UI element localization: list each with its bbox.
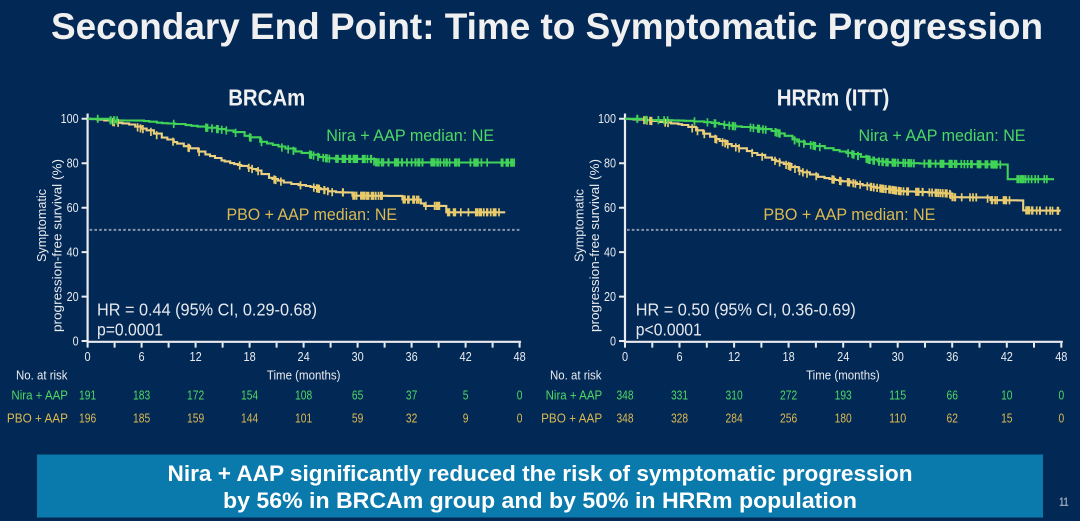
svg-text:Nira + AAP median: NE: Nira + AAP median: NE xyxy=(859,127,1026,145)
svg-text:196: 196 xyxy=(79,410,96,425)
svg-text:6: 6 xyxy=(139,349,145,364)
svg-text:331: 331 xyxy=(671,387,688,402)
svg-text:42: 42 xyxy=(1001,349,1013,364)
svg-text:193: 193 xyxy=(835,387,852,402)
svg-text:Symptomatic: Symptomatic xyxy=(571,188,586,262)
svg-text:progression-free survival (%): progression-free survival (%) xyxy=(50,159,65,332)
svg-text:32: 32 xyxy=(406,410,417,425)
svg-text:20: 20 xyxy=(67,289,79,304)
svg-text:60: 60 xyxy=(67,200,79,215)
svg-text:60: 60 xyxy=(604,200,616,215)
svg-text:48: 48 xyxy=(1055,349,1067,364)
svg-text:80: 80 xyxy=(67,156,79,171)
svg-text:284: 284 xyxy=(726,410,743,425)
svg-text:172: 172 xyxy=(187,387,204,402)
svg-text:Nira + AAP significantly reduc: Nira + AAP significantly reduced the ris… xyxy=(168,461,913,486)
svg-text:30: 30 xyxy=(892,349,904,364)
svg-text:59: 59 xyxy=(352,410,363,425)
svg-text:Nira + AAP median: NE: Nira + AAP median: NE xyxy=(326,127,494,145)
svg-text:18: 18 xyxy=(244,349,256,364)
svg-text:37: 37 xyxy=(406,387,417,402)
svg-text:110: 110 xyxy=(889,410,906,425)
svg-text:5: 5 xyxy=(463,387,469,402)
svg-text:6: 6 xyxy=(676,349,682,364)
svg-text:progression-free survival (%): progression-free survival (%) xyxy=(587,159,602,332)
svg-text:BRCAm: BRCAm xyxy=(228,85,305,111)
svg-text:No. at risk: No. at risk xyxy=(16,368,68,383)
svg-text:48: 48 xyxy=(514,349,526,364)
svg-text:256: 256 xyxy=(780,410,797,425)
svg-text:40: 40 xyxy=(67,244,79,259)
svg-text:p<0.0001: p<0.0001 xyxy=(636,320,702,340)
svg-text:80: 80 xyxy=(604,156,616,171)
svg-text:by 56% in BRCAm group and by 5: by 56% in BRCAm group and by 50% in HRRm… xyxy=(223,488,857,513)
svg-text:HRRm (ITT): HRRm (ITT) xyxy=(777,85,890,111)
svg-text:30: 30 xyxy=(352,349,364,364)
svg-text:348: 348 xyxy=(616,410,633,425)
svg-text:PBO + AAP: PBO + AAP xyxy=(7,410,68,425)
svg-text:191: 191 xyxy=(79,387,96,402)
svg-text:12: 12 xyxy=(190,349,202,364)
svg-text:36: 36 xyxy=(946,349,958,364)
svg-text:Nira + AAP: Nira + AAP xyxy=(11,387,68,402)
svg-text:0: 0 xyxy=(622,349,628,364)
svg-text:Secondary End Point: Time to S: Secondary End Point: Time to Symptomatic… xyxy=(51,5,1043,47)
svg-text:115: 115 xyxy=(889,387,906,402)
svg-text:180: 180 xyxy=(835,410,852,425)
svg-text:No. at risk: No. at risk xyxy=(550,368,602,383)
svg-text:65: 65 xyxy=(352,387,363,402)
svg-text:Nira + AAP: Nira + AAP xyxy=(546,387,603,402)
svg-text:PBO + AAP median: NE: PBO + AAP median: NE xyxy=(227,206,398,224)
svg-text:PBO + AAP median: NE: PBO + AAP median: NE xyxy=(763,206,935,224)
svg-text:101: 101 xyxy=(295,410,312,425)
svg-text:272: 272 xyxy=(780,387,797,402)
svg-text:HR = 0.44 (95% CI, 0.29-0.68): HR = 0.44 (95% CI, 0.29-0.68) xyxy=(97,300,317,320)
svg-text:Time (months): Time (months) xyxy=(267,368,341,383)
svg-text:12: 12 xyxy=(728,349,740,364)
svg-text:Time (months): Time (months) xyxy=(806,368,880,383)
svg-text:100: 100 xyxy=(61,111,79,126)
svg-text:24: 24 xyxy=(837,349,849,364)
svg-text:144: 144 xyxy=(241,410,258,425)
svg-text:0: 0 xyxy=(517,387,523,402)
svg-text:154: 154 xyxy=(241,387,258,402)
svg-text:20: 20 xyxy=(604,289,616,304)
svg-text:11: 11 xyxy=(1059,495,1068,509)
svg-text:159: 159 xyxy=(187,410,204,425)
svg-text:24: 24 xyxy=(298,349,310,364)
svg-text:183: 183 xyxy=(133,387,150,402)
svg-text:36: 36 xyxy=(406,349,418,364)
svg-text:62: 62 xyxy=(947,410,958,425)
svg-text:108: 108 xyxy=(295,387,312,402)
svg-text:Symptomatic: Symptomatic xyxy=(34,188,49,262)
svg-text:0: 0 xyxy=(73,333,79,348)
svg-text:328: 328 xyxy=(671,410,688,425)
svg-text:66: 66 xyxy=(947,387,958,402)
svg-text:0: 0 xyxy=(1058,410,1064,425)
svg-text:0: 0 xyxy=(85,349,91,364)
svg-text:310: 310 xyxy=(726,387,743,402)
svg-text:0: 0 xyxy=(517,410,523,425)
svg-text:185: 185 xyxy=(133,410,150,425)
svg-text:100: 100 xyxy=(598,111,616,126)
svg-text:HR = 0.50 (95% CI, 0.36-0.69): HR = 0.50 (95% CI, 0.36-0.69) xyxy=(636,300,856,320)
svg-text:40: 40 xyxy=(604,244,616,259)
svg-text:15: 15 xyxy=(1001,410,1012,425)
svg-text:42: 42 xyxy=(460,349,472,364)
svg-text:PBO + AAP: PBO + AAP xyxy=(541,410,602,425)
svg-text:p=0.0001: p=0.0001 xyxy=(97,320,163,340)
svg-text:0: 0 xyxy=(1058,387,1064,402)
svg-text:0: 0 xyxy=(610,333,616,348)
svg-text:348: 348 xyxy=(616,387,633,402)
svg-text:10: 10 xyxy=(1001,387,1012,402)
svg-text:9: 9 xyxy=(463,410,469,425)
svg-text:18: 18 xyxy=(783,349,795,364)
